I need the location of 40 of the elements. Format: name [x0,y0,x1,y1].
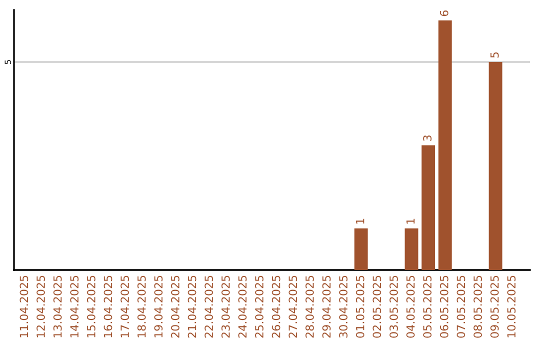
x-tick-label: 06.05.2025 [440,276,448,338]
x-tick-label: 14.04.2025 [70,276,79,338]
data-label: 3 [423,135,432,141]
x-tick-label: 15.04.2025 [86,276,96,338]
x-tick-label: 27.04.2025 [288,276,298,338]
x-tick-label: 17.04.2025 [120,276,129,338]
x-tick-label: 30.04.2025 [339,276,348,338]
bar [404,228,418,270]
x-tick-label: 01.05.2025 [356,276,364,338]
bar [354,228,368,270]
x-tick-label: 13.04.2025 [53,276,62,338]
x-tick-label: 12.04.2025 [36,276,45,338]
x-tick-label: 29.04.2025 [322,276,331,338]
data-label: 6 [440,10,448,16]
bar [488,62,502,270]
x-tick-label: 23.04.2025 [221,276,230,338]
x-tick-label: 11.04.2025 [20,276,28,338]
x-tick-label: 20.04.2025 [171,276,180,338]
x-tick-label: 02.05.2025 [372,276,382,338]
x-tick-label: 10.05.2025 [507,276,516,338]
x-tick-label: 22.04.2025 [204,276,214,338]
bar [438,20,452,270]
x-tick-label: 05.05.2025 [423,276,432,338]
x-tick-label: 07.05.2025 [456,276,466,338]
x-tick-label: 18.04.2025 [137,276,146,338]
x-tick-label: 26.04.2025 [272,276,280,338]
x-tick-label: 03.05.2025 [390,276,398,338]
x-tick-label: 25.04.2025 [255,276,264,338]
data-label: 5 [490,52,499,58]
x-tick-label: 19.04.2025 [154,276,163,338]
x-tick-label: 16.04.2025 [104,276,112,338]
data-label: 1 [356,218,364,224]
x-tick-label: 04.05.2025 [406,276,415,338]
x-tick-label: 28.04.2025 [305,276,314,338]
x-tick-label: 24.04.2025 [238,276,247,338]
x-tick-label: 21.04.2025 [188,276,196,338]
x-tick-label: 09.05.2025 [490,276,499,338]
bar [422,145,436,270]
data-label: 1 [406,218,415,224]
x-tick-label: 08.05.2025 [474,276,482,338]
